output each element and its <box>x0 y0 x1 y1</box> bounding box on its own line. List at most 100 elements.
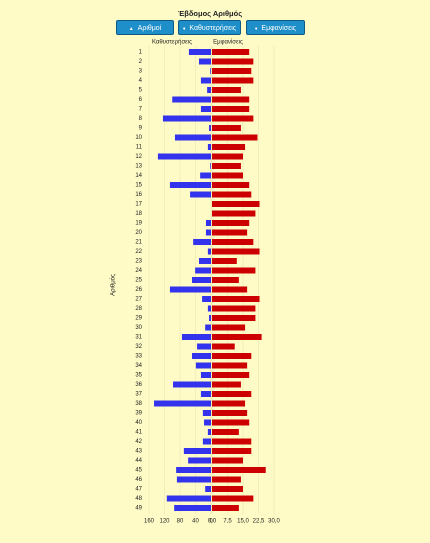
bar <box>169 286 211 293</box>
y-tick-label: 31 <box>135 335 142 341</box>
bar <box>212 229 248 236</box>
y-tick-label: 38 <box>135 401 142 407</box>
bar <box>212 182 250 188</box>
bar <box>212 362 248 369</box>
bar <box>166 495 211 502</box>
bar <box>200 77 211 84</box>
y-tick-label: 5 <box>139 88 143 94</box>
bar <box>212 400 246 407</box>
y-tick-label: 37 <box>135 392 142 398</box>
bar <box>202 438 211 445</box>
bar <box>212 286 248 293</box>
left-header: Καθυστερήσεις <box>152 39 192 46</box>
bar <box>212 258 237 264</box>
y-tick-label: 7 <box>139 107 143 113</box>
bar <box>212 153 243 160</box>
bar <box>207 429 211 435</box>
x-tick-label: 40 <box>192 519 199 525</box>
bar <box>212 96 250 103</box>
y-tick-label: 33 <box>135 354 142 360</box>
y-tick-label: 39 <box>135 411 142 417</box>
bar <box>212 476 241 483</box>
y-tick-label: 13 <box>135 164 142 170</box>
x2-tick-label: 0,0 <box>208 519 217 525</box>
y-tick-label: 22 <box>135 249 142 255</box>
bar <box>209 315 211 321</box>
x-tick-label: 80 <box>177 519 184 525</box>
y-tick-label: 48 <box>135 496 142 502</box>
x2-tick-label: 7,5 <box>223 519 232 525</box>
y-tick-label: 47 <box>135 487 142 493</box>
x2-tick-label: 22,5 <box>253 519 265 525</box>
y-tick-label: 23 <box>135 259 142 265</box>
bar <box>205 229 211 236</box>
y-tick-label: 8 <box>139 116 143 122</box>
bar <box>212 163 241 169</box>
bar <box>176 476 211 483</box>
y-tick-label: 9 <box>139 126 143 132</box>
button-label[interactable]: Αριθμοί <box>137 25 162 32</box>
button[interactable]: ▲ Αριθμοί <box>116 20 174 35</box>
bar <box>197 343 211 350</box>
y-tick-label: 20 <box>135 230 142 236</box>
y-tick-label: 4 <box>139 78 143 84</box>
y-tick-label: 2 <box>139 59 143 65</box>
bar <box>212 115 254 122</box>
y-tick-label: 30 <box>135 325 142 331</box>
bar <box>212 58 254 65</box>
bar <box>183 448 211 454</box>
bar <box>212 391 252 397</box>
bar <box>212 49 250 55</box>
bar <box>202 410 211 416</box>
bar <box>212 495 254 502</box>
bar <box>195 362 211 369</box>
bar <box>207 144 211 150</box>
bar <box>200 172 211 179</box>
bar <box>154 400 211 407</box>
button[interactable]: ♦ Εμφανίσεις <box>246 20 305 35</box>
bar <box>190 191 211 198</box>
bar <box>212 467 266 473</box>
bar <box>207 87 211 93</box>
bar <box>192 353 211 359</box>
bar <box>212 486 243 492</box>
bar <box>212 305 256 312</box>
y-tick-label: 16 <box>135 192 142 198</box>
bar <box>198 258 211 264</box>
button-label[interactable]: Καθυστερήσεις <box>189 25 237 32</box>
bar <box>162 115 211 122</box>
bar <box>212 201 260 207</box>
bar <box>181 334 211 340</box>
y-tick-label: 18 <box>135 211 142 217</box>
x2-tick-label: 15,0 <box>237 519 249 525</box>
y-tick-label: 36 <box>135 382 142 388</box>
bar <box>200 391 211 397</box>
bar <box>212 68 252 74</box>
bar <box>212 315 256 321</box>
y-tick-label: 1 <box>139 50 143 56</box>
bar <box>212 324 246 331</box>
button[interactable]: ♦ Καθυστερήσεις <box>178 20 241 35</box>
bar <box>200 106 211 112</box>
bar <box>212 125 241 131</box>
bar <box>174 134 211 141</box>
bar <box>212 438 252 445</box>
bar <box>212 210 256 217</box>
bar <box>169 182 211 188</box>
y-tick-label: 10 <box>135 135 142 141</box>
bar <box>172 96 211 103</box>
bar <box>209 125 211 131</box>
bar <box>212 220 250 226</box>
button-label[interactable]: Εμφανίσεις <box>261 25 297 32</box>
y-tick-label: 29 <box>135 316 142 322</box>
x-tick-label: 160 <box>144 519 155 525</box>
y-tick-label: 6 <box>139 97 143 103</box>
y-tick-label: 41 <box>135 430 142 436</box>
y-tick-label: 44 <box>135 458 142 464</box>
y-tick-label: 26 <box>135 287 142 293</box>
bar <box>157 153 211 160</box>
y-tick-label: 24 <box>135 268 142 274</box>
bar <box>176 467 211 473</box>
bar <box>195 267 211 274</box>
